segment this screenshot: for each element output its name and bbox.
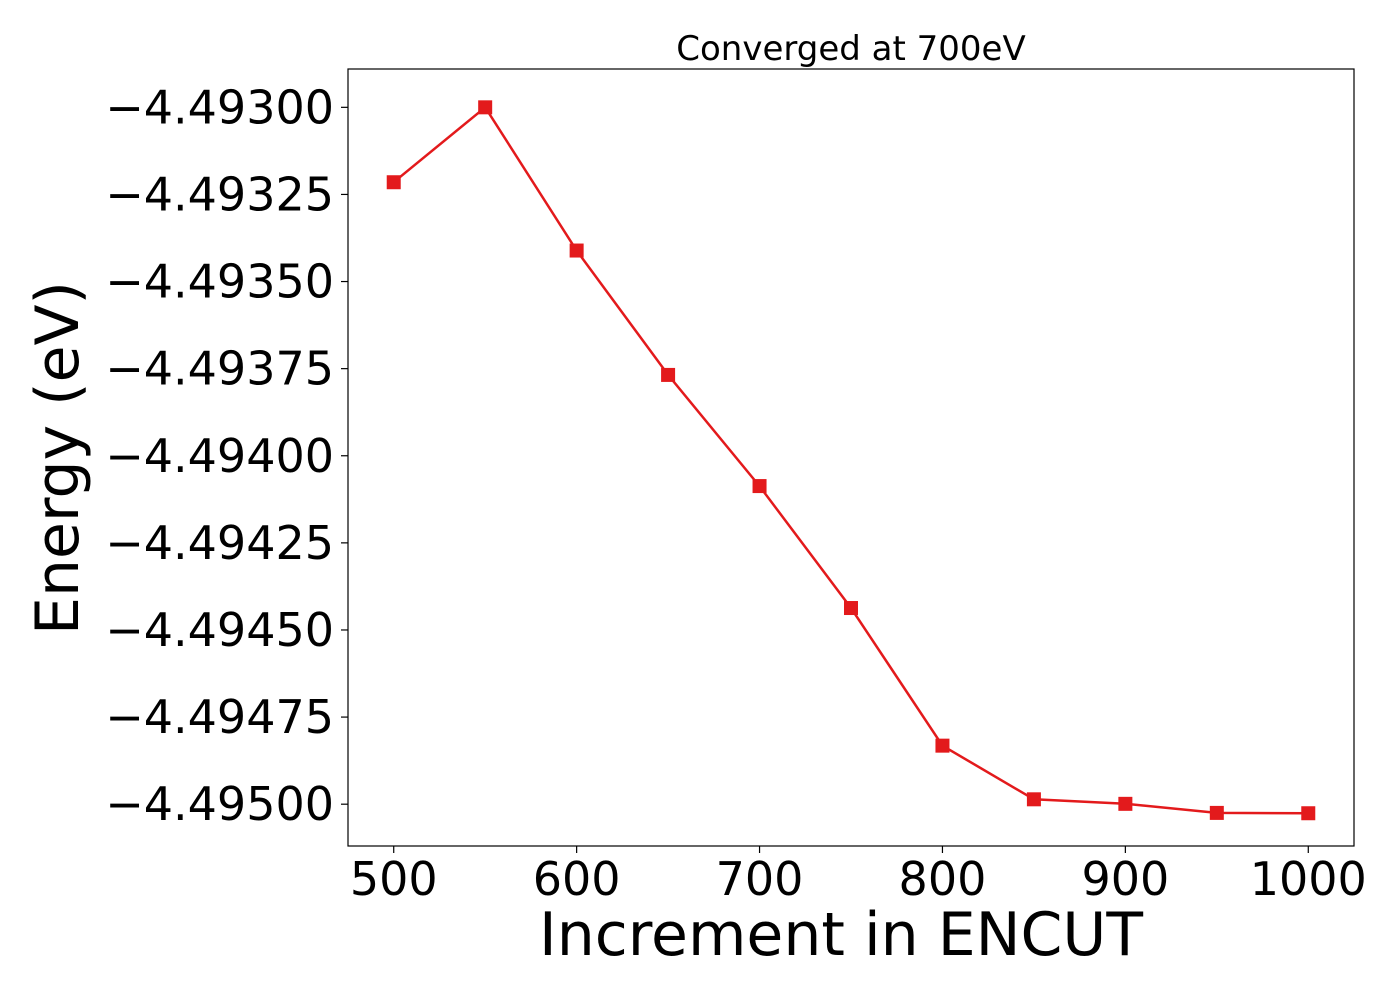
y-tick-label: −4.49425	[105, 516, 334, 570]
series-layer	[386, 100, 1316, 821]
data-point	[1118, 796, 1133, 811]
data-point	[935, 738, 950, 753]
y-tick-label: −4.49300	[105, 80, 334, 134]
y-tick-label: −4.49350	[105, 255, 334, 309]
x-tick-label: 500	[350, 852, 438, 906]
data-point	[478, 100, 493, 115]
plot-background	[348, 69, 1354, 846]
x-tick-label: 800	[899, 852, 987, 906]
y-tick-label: −4.49450	[105, 603, 334, 657]
chart-title: Converged at 700eV	[676, 29, 1025, 69]
plot-frame	[347, 68, 1355, 847]
x-tick-label: 900	[1081, 852, 1169, 906]
x-ticks: 500 600 700 800 900 1000	[350, 846, 1367, 906]
y-tick-label: −4.49475	[105, 690, 334, 744]
y-tick-label: −4.49500	[105, 777, 334, 831]
data-point	[386, 175, 401, 190]
data-point	[1026, 792, 1041, 807]
x-axis-title: Increment in ENCUT	[539, 900, 1143, 970]
y-tick-label: −4.49375	[105, 342, 334, 396]
x-tick-label: 600	[533, 852, 621, 906]
y-tick-label: −4.49400	[105, 429, 334, 483]
data-point	[844, 601, 858, 616]
y-ticks: −4.49300 −4.49325 −4.49350 −4.49375 −4.49400…	[105, 80, 348, 831]
data-point	[569, 243, 584, 258]
data-point	[1209, 805, 1224, 820]
data-point	[752, 479, 767, 494]
x-tick-label: 700	[716, 852, 804, 906]
y-tick-label: −4.49325	[105, 167, 334, 221]
x-tick-label: 1000	[1250, 852, 1367, 906]
data-point	[1301, 806, 1316, 821]
data-point	[661, 367, 676, 382]
y-axis-title: Energy (eV)	[23, 281, 93, 635]
